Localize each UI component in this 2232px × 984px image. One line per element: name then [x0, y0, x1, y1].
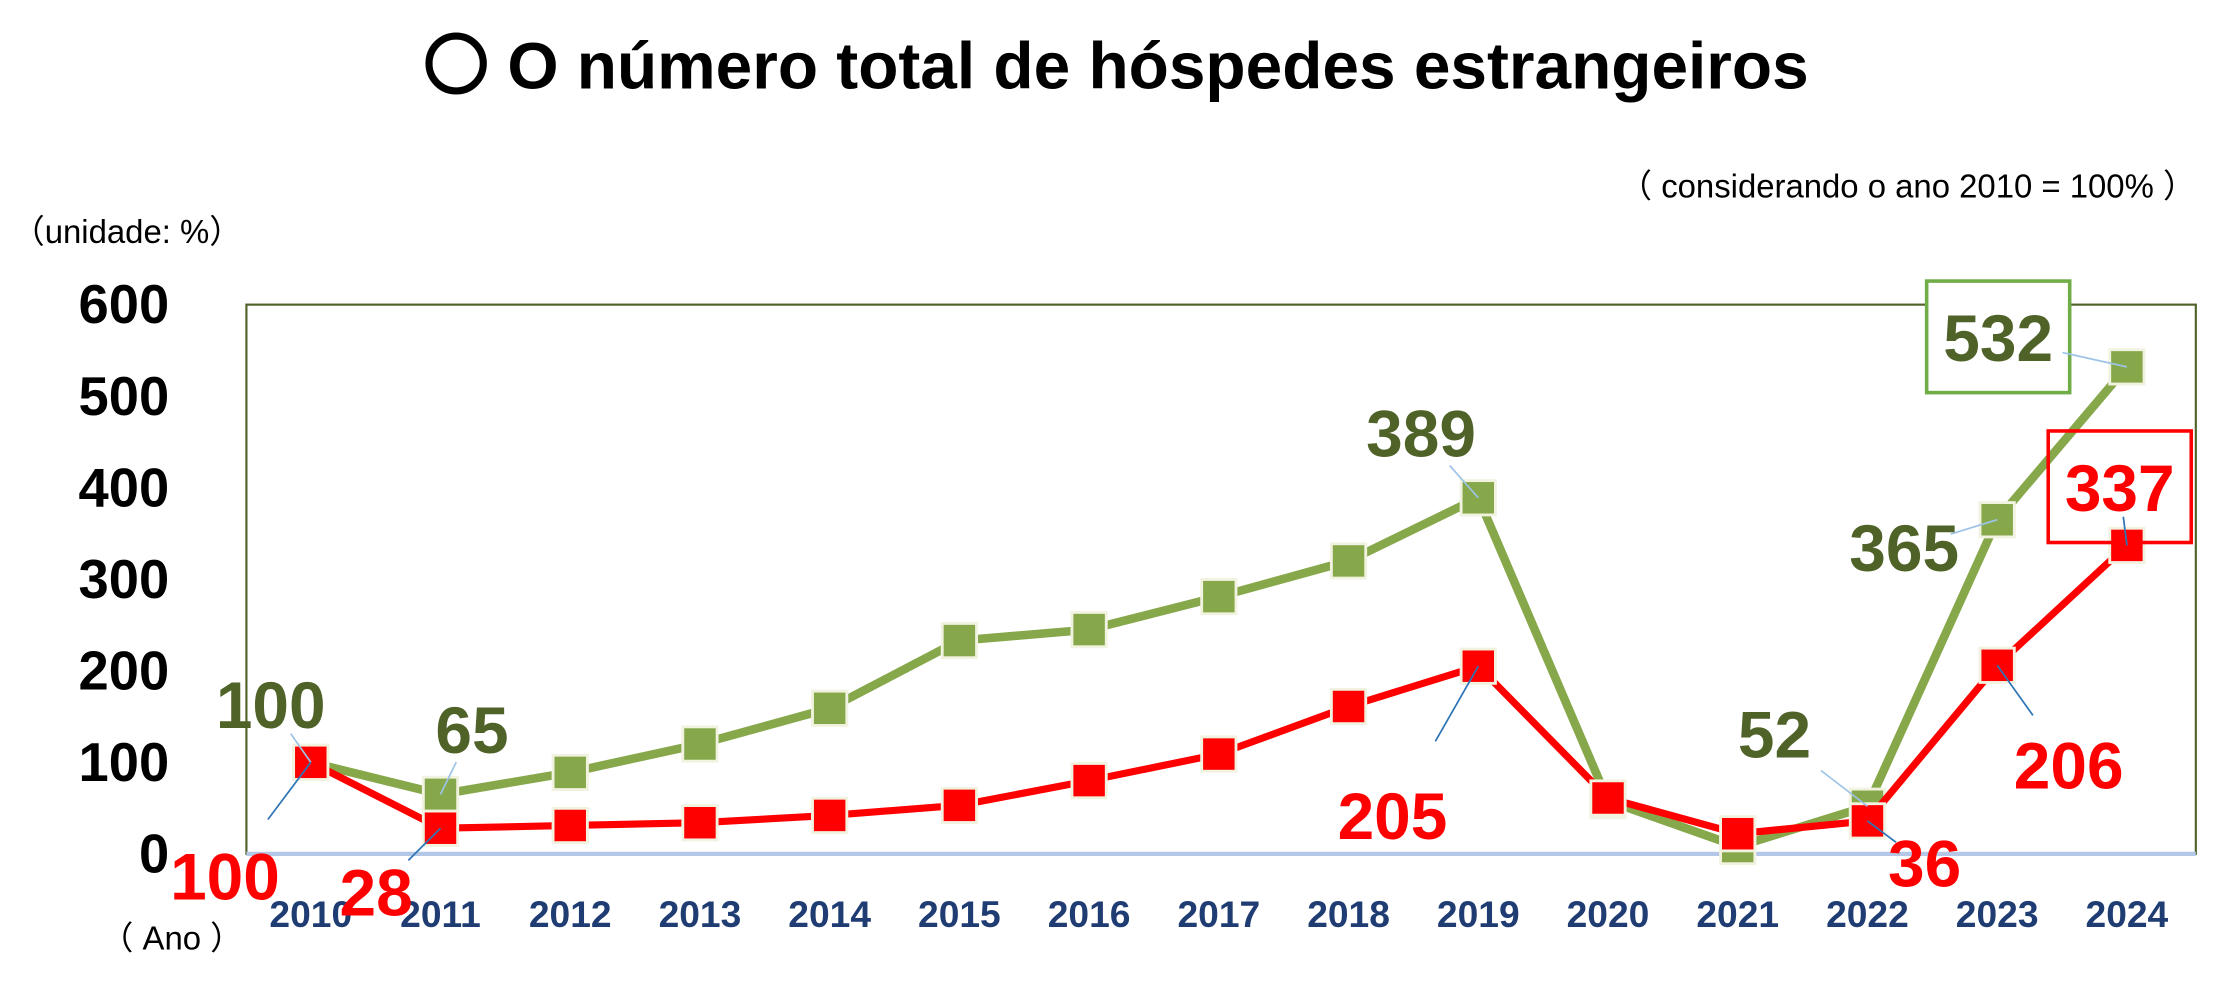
- leader-line: [1866, 820, 1897, 844]
- data-point-2: [940, 786, 978, 824]
- data-point-1: [2108, 348, 2146, 386]
- x-tick-label: 2019: [1437, 893, 1520, 935]
- data-point-2: [1070, 762, 1108, 800]
- data-label: 205: [1338, 779, 1448, 853]
- data-point-2: [1459, 647, 1497, 685]
- y-tick-label: 400: [79, 457, 170, 518]
- data-label: 36: [1888, 827, 1961, 901]
- x-tick-label: 2012: [529, 893, 612, 935]
- data-label: 52: [1738, 698, 1811, 772]
- data-point-1: [681, 725, 719, 763]
- leader-line: [1996, 664, 2034, 716]
- y-axis-label: （unidade: %）: [12, 213, 242, 250]
- data-label-box: [2046, 429, 2194, 545]
- leader-line: [1434, 665, 1480, 742]
- x-tick-label: 2014: [788, 893, 871, 935]
- leader-line: [290, 733, 312, 763]
- y-tick-label: 100: [79, 732, 170, 793]
- x-tick-label: 2018: [1307, 893, 1390, 935]
- leader-line: [2062, 351, 2128, 368]
- data-label: 532: [1943, 301, 2053, 375]
- x-axis-label: （ Ano ）: [101, 920, 244, 957]
- y-tick-label: 0: [139, 823, 169, 884]
- x-tick-label: 2015: [918, 893, 1001, 935]
- y-tick-label: 600: [79, 274, 170, 335]
- x-tick-label: 2016: [1048, 893, 1131, 935]
- y-tick-label: 300: [79, 549, 170, 610]
- data-point-2: [292, 743, 330, 781]
- x-tick-label: 2017: [1177, 893, 1260, 935]
- leader-line: [1950, 518, 1998, 535]
- data-point-2: [551, 806, 589, 845]
- data-label: 389: [1366, 396, 1476, 470]
- x-tick-label: 2021: [1696, 893, 1779, 935]
- data-point-1: [811, 689, 849, 727]
- data-point-2: [2108, 526, 2146, 564]
- data-label-box: [1924, 279, 2072, 395]
- y-tick-label: 500: [79, 366, 170, 427]
- leader-line: [1820, 769, 1868, 807]
- leader-line: [1449, 465, 1479, 499]
- data-point-1: [1329, 542, 1368, 580]
- leader-line: [267, 761, 312, 821]
- data-label: 28: [340, 855, 413, 929]
- data-point-2: [1589, 779, 1627, 817]
- chart-subtitle: （ considerando o ano 2010 = 100% ）: [1619, 167, 2196, 204]
- data-label: 100: [216, 668, 326, 742]
- x-tick-label: 2011: [400, 893, 481, 935]
- data-point-1: [940, 621, 978, 660]
- y-tick-label: 200: [79, 640, 170, 701]
- data-point-2: [1200, 735, 1238, 773]
- data-label: 206: [2014, 728, 2124, 802]
- x-tick-label: 2010: [269, 893, 352, 935]
- data-point-2: [811, 796, 849, 834]
- data-point-2: [681, 804, 719, 842]
- data-label: 337: [2065, 451, 2175, 525]
- data-label: 100: [170, 840, 280, 914]
- x-tick-label: 2020: [1567, 893, 1650, 935]
- leader-line: [2122, 516, 2128, 546]
- x-tick-label: 2022: [1826, 893, 1909, 935]
- x-tick-label: 2023: [1956, 893, 2039, 935]
- data-point-1: [1200, 578, 1238, 616]
- data-label: 65: [435, 693, 508, 767]
- data-point-1: [1070, 610, 1108, 649]
- data-point-1: [551, 753, 589, 791]
- data-label: 365: [1849, 511, 1959, 585]
- x-tick-label: 2013: [659, 893, 742, 935]
- data-point-2: [1719, 815, 1757, 853]
- chart-title: 〇 O número total de hóspedes estrangeiro…: [423, 29, 1808, 103]
- data-point-1: [1459, 479, 1497, 517]
- leader-line: [407, 827, 442, 862]
- leader-line: [439, 761, 458, 795]
- data-point-2: [1329, 687, 1368, 726]
- x-tick-label: 2024: [2086, 893, 2169, 935]
